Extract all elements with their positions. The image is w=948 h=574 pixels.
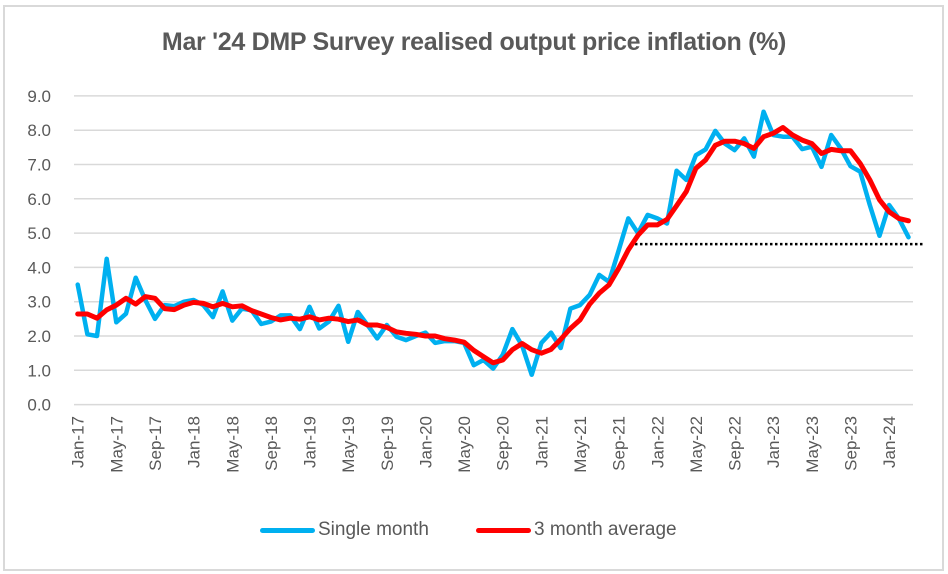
x-tick-label: Jan-24 <box>880 416 899 468</box>
x-tick-label: May-23 <box>803 416 822 473</box>
legend-item-3-month-average[interactable]: 3 month average <box>476 516 677 544</box>
x-tick-label: May-18 <box>223 416 242 473</box>
legend-swatch-3-month-average <box>476 527 531 533</box>
x-tick-label: Sep-23 <box>842 416 861 471</box>
x-tick-label: Sep-18 <box>262 416 281 471</box>
x-tick-label: Jan-20 <box>416 416 435 468</box>
x-axis: Jan-17 May-17 Sep-17 Jan-18 May-18 Sep-18 Jan-… <box>69 416 899 473</box>
y-axis: 0.0 1.0 2.0 3.0 4.0 5.0 6.0 7.0 8.0 9.0 <box>27 87 51 415</box>
y-tick-label: 0.0 <box>27 396 51 415</box>
y-tick-label: 2.0 <box>27 327 51 346</box>
legend-label: 3 month average <box>534 519 677 540</box>
x-tick-label: Sep-19 <box>378 416 397 471</box>
legend-label: Single month <box>318 519 429 540</box>
x-tick-label: Jan-19 <box>301 416 320 468</box>
x-tick-label: May-19 <box>339 416 358 473</box>
y-tick-label: 7.0 <box>27 156 51 175</box>
y-tick-label: 1.0 <box>27 361 51 380</box>
series-group <box>75 109 911 378</box>
y-tick-label: 6.0 <box>27 190 51 209</box>
x-tick-label: Sep-21 <box>610 416 629 471</box>
legend-swatch-single-month <box>260 527 315 533</box>
x-tick-label: May-22 <box>687 416 706 473</box>
y-tick-label: 4.0 <box>27 258 51 277</box>
y-tick-label: 3.0 <box>27 293 51 312</box>
legend-item-single-month[interactable]: Single month <box>260 516 429 544</box>
gridlines <box>74 95 913 406</box>
x-tick-label: Jan-17 <box>69 416 88 468</box>
series-points-3-month-average <box>77 127 909 363</box>
x-tick-label: Jan-21 <box>532 416 551 468</box>
x-tick-label: Jan-18 <box>185 416 204 468</box>
x-tick-label: Sep-17 <box>146 416 165 471</box>
chart-title: Mar '24 DMP Survey realised output price… <box>161 28 787 56</box>
x-tick-label: May-21 <box>571 416 590 473</box>
y-tick-label: 9.0 <box>27 87 51 106</box>
y-tick-label: 8.0 <box>27 121 51 140</box>
y-tick-label: 5.0 <box>27 224 51 243</box>
x-tick-label: May-20 <box>455 416 474 473</box>
x-tick-label: Jan-22 <box>648 416 667 468</box>
series-line-3-month-average <box>75 125 911 366</box>
x-tick-label: May-17 <box>107 416 126 473</box>
legend: Single month 3 month average <box>0 516 948 544</box>
x-tick-label: Sep-20 <box>494 416 513 471</box>
chart-frame <box>3 5 944 571</box>
x-tick-label: Jan-23 <box>764 416 783 468</box>
x-tick-label: Sep-22 <box>726 416 745 471</box>
